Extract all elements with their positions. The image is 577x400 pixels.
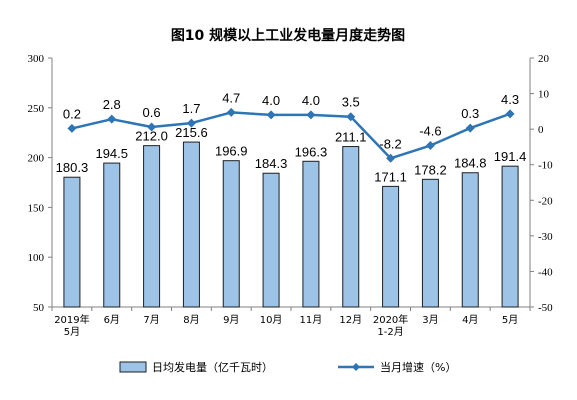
y-right-tick-label: 0 (538, 124, 544, 136)
chart-title: 图10 规模以上工业发电量月度走势图 (171, 27, 405, 44)
bar (182, 141, 200, 308)
line-value-label: 4.7 (222, 90, 240, 105)
bar-value-label: 184.8 (454, 156, 487, 171)
y-left-tick-label: 200 (28, 153, 45, 165)
bar (222, 160, 240, 308)
line-point (67, 123, 77, 133)
y-left-tick-label: 150 (28, 202, 45, 214)
line-series (67, 107, 515, 163)
x-tick-label: 10月 (260, 314, 283, 326)
line-value-label: 1.7 (182, 101, 200, 116)
x-tick-label: 2020年 (373, 313, 408, 326)
x-tick-label: 5月 (64, 326, 80, 338)
line-value-label: 4.3 (501, 92, 519, 107)
bar-value-label: 196.9 (215, 144, 248, 159)
y-left-tick-label: 50 (33, 302, 45, 314)
x-tick-label: 8月 (183, 314, 199, 326)
line-value-label: -4.6 (419, 124, 441, 139)
bar-value-label: 171.1 (374, 169, 407, 184)
bar-value-label: 211.1 (335, 130, 367, 145)
line-point (505, 109, 515, 119)
y-right-tick-label: 20 (538, 53, 550, 65)
bar-value-label: 180.3 (56, 160, 89, 175)
x-tick-label: 2019年 (54, 313, 89, 326)
line-value-label: 0.2 (63, 106, 81, 121)
x-tick-label: 12月 (339, 314, 362, 326)
line-value-label: 4.0 (262, 93, 280, 108)
bar (63, 176, 81, 308)
x-tick-label: 3月 (422, 314, 438, 326)
bar (421, 178, 439, 308)
growth-line (71, 111, 511, 160)
line-point (147, 122, 157, 132)
line-point (425, 141, 435, 151)
legend-bar-swatch (119, 361, 147, 373)
bar-value-label: 196.3 (295, 144, 328, 159)
bar (302, 160, 320, 308)
line-point (346, 112, 356, 122)
bar (461, 172, 479, 308)
y-left-tick-label: 300 (28, 53, 45, 65)
line-value-label: 0.3 (461, 106, 479, 121)
bar (501, 165, 519, 308)
y-right-tick-label: -40 (538, 266, 553, 278)
line-value-label: 3.5 (342, 95, 360, 110)
x-tick-label: 5月 (502, 314, 518, 326)
bar-value-label: 215.6 (175, 125, 208, 140)
bar-value-label: 194.5 (95, 146, 128, 161)
line-point (266, 110, 276, 120)
y-right-tick-label: -30 (538, 231, 553, 243)
y-right-tick-label: -20 (538, 195, 553, 207)
line-point (306, 110, 316, 120)
axes: 50 100 150 200 250 300 -50 -40 -30 -20 -10 0 10 20 201… (28, 53, 554, 338)
y-left-tick-label: 250 (28, 103, 45, 115)
y-right-tick-label: -50 (538, 302, 553, 314)
bar (382, 185, 400, 308)
x-tick-label: 4月 (462, 314, 478, 326)
line-value-label: 2.8 (103, 97, 121, 112)
bar-series (63, 141, 519, 308)
x-tick-label: 1-2月 (377, 326, 403, 338)
bar (143, 145, 161, 308)
line-value-label: 4.0 (302, 93, 320, 108)
line-point (186, 118, 196, 128)
x-tick-label: 6月 (104, 314, 120, 326)
y-right-tick-label: 10 (538, 89, 550, 101)
line-point (107, 114, 117, 124)
x-tick-label: 7月 (143, 314, 159, 326)
bar-value-label: 191.4 (494, 149, 527, 164)
line-point (226, 107, 236, 117)
line-point (386, 153, 396, 163)
y-left-tick-label: 100 (28, 252, 45, 264)
bar-value-label: 178.2 (414, 162, 447, 177)
bar (103, 162, 121, 308)
line-value-label: -8.2 (379, 136, 401, 151)
x-tick-label: 9月 (223, 314, 239, 326)
bar-value-label: 184.3 (255, 156, 288, 171)
data-labels: 180.3 194.5 212.0 215.6 196.9 184.3 196.3 211.1… (56, 90, 527, 184)
legend: 日均发电量（亿千瓦时） 当月增速（%） (119, 360, 456, 374)
legend-line-marker (352, 363, 360, 371)
line-value-label: 0.6 (143, 105, 161, 120)
bar (262, 172, 280, 308)
legend-line-label: 当月增速（%） (380, 360, 456, 374)
legend-bar-label: 日均发电量（亿千瓦时） (152, 360, 273, 374)
bar (342, 146, 360, 308)
x-tick-label: 11月 (300, 314, 323, 326)
y-right-tick-label: -10 (538, 160, 553, 172)
bar-value-label: 212.0 (135, 129, 168, 144)
line-point (465, 123, 475, 133)
